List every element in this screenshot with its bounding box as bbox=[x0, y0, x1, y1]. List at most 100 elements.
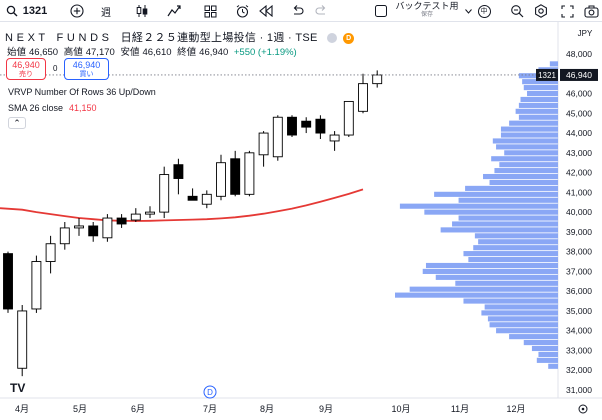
candle-body[interactable] bbox=[45, 243, 56, 262]
volume-profile-bar bbox=[463, 298, 558, 304]
axis-settings-icon[interactable] bbox=[578, 404, 588, 414]
tradingview-logo[interactable]: TV bbox=[10, 381, 25, 395]
volume-profile-bar bbox=[548, 363, 558, 369]
candle-body[interactable] bbox=[216, 162, 226, 197]
candle-body[interactable] bbox=[287, 116, 297, 136]
candle-body[interactable] bbox=[31, 261, 42, 310]
chevron-down-icon[interactable] bbox=[464, 0, 472, 22]
volume-profile-bar bbox=[487, 316, 558, 322]
layout-grid-icon[interactable] bbox=[200, 0, 220, 22]
price-tick-label: 38,000 bbox=[566, 247, 592, 257]
candle-body[interactable] bbox=[130, 213, 141, 221]
candle-body[interactable] bbox=[74, 225, 84, 229]
candle-body[interactable] bbox=[59, 227, 70, 245]
symbol-tag: 1321 bbox=[538, 71, 556, 80]
volume-profile-bar bbox=[491, 156, 558, 162]
sma-legend[interactable]: SMA 26 close 41,150 bbox=[8, 103, 97, 113]
symbol-tag-bg bbox=[536, 68, 558, 81]
flag-icon[interactable] bbox=[326, 33, 337, 44]
candle-body[interactable] bbox=[301, 120, 312, 128]
time-tick-label: 11月 bbox=[451, 404, 469, 414]
sell-button[interactable]: 46,940 売り bbox=[6, 58, 46, 80]
high-label: 高値 bbox=[63, 47, 83, 58]
volume-profile-bar bbox=[468, 256, 558, 263]
volume-profile-bar bbox=[500, 126, 558, 132]
volume-profile-bar bbox=[492, 138, 558, 144]
quick-search-icon[interactable] bbox=[508, 0, 526, 22]
mid-price-label: 中 bbox=[477, 4, 491, 18]
last-price-tag: 46,940 bbox=[566, 70, 592, 80]
alarm-clock-icon[interactable] bbox=[232, 0, 252, 22]
mid-price-button[interactable]: 中 bbox=[476, 0, 492, 22]
buy-button[interactable]: 46,940 買い bbox=[64, 58, 109, 80]
volume-profile-bar bbox=[455, 280, 558, 286]
volume-profile-bar bbox=[452, 221, 558, 227]
price-tick-label: 43,000 bbox=[566, 148, 592, 158]
interval-button[interactable]: 週 bbox=[101, 7, 111, 19]
undo-icon[interactable] bbox=[288, 0, 306, 22]
redo-icon[interactable] bbox=[312, 0, 330, 22]
volume-profile-bar bbox=[520, 96, 558, 103]
candle-body[interactable] bbox=[17, 310, 28, 369]
volume-profile-bar bbox=[500, 132, 558, 138]
volume-profile-bar bbox=[489, 322, 558, 328]
sma-line bbox=[0, 188, 364, 222]
candle-body[interactable] bbox=[159, 174, 170, 213]
price-tick-label: 44,000 bbox=[566, 128, 592, 138]
symbol-button[interactable]: 1321 bbox=[22, 5, 48, 17]
candle-body[interactable] bbox=[343, 100, 354, 136]
candle-body[interactable] bbox=[244, 152, 255, 195]
dividend-marker-icon[interactable] bbox=[203, 385, 217, 399]
axis-settings-icon-center bbox=[581, 407, 585, 411]
volume-profile-bar bbox=[531, 345, 558, 352]
low-value: 46,610 bbox=[142, 47, 172, 58]
indicators-icon[interactable] bbox=[164, 0, 186, 22]
candle-body[interactable] bbox=[173, 164, 184, 179]
candle-body[interactable] bbox=[258, 132, 269, 156]
volume-profile-bar bbox=[458, 215, 558, 221]
replay-icon[interactable] bbox=[256, 0, 276, 22]
volume-profile-bar bbox=[458, 197, 558, 203]
candle-body[interactable] bbox=[3, 253, 13, 310]
price-tick-label: 45,000 bbox=[566, 108, 592, 118]
candle-body[interactable] bbox=[315, 118, 326, 134]
candle-body[interactable] bbox=[145, 211, 155, 215]
volume-profile-bar bbox=[463, 251, 558, 257]
candle-type-icon[interactable] bbox=[132, 0, 152, 22]
layout-name-button[interactable]: バックテスト用 保存 bbox=[392, 0, 462, 22]
vrvp-legend[interactable]: VRVP Number Of Rows 36 Up/Down bbox=[8, 87, 156, 97]
compare-add-icon[interactable] bbox=[66, 0, 88, 22]
time-tick-label: 5月 bbox=[73, 404, 87, 414]
candle-body[interactable] bbox=[201, 193, 212, 205]
candle-body[interactable] bbox=[372, 74, 383, 85]
open-value: 46,650 bbox=[29, 47, 59, 58]
candle-body[interactable] bbox=[116, 217, 127, 225]
settings-gear-icon[interactable] bbox=[532, 0, 550, 22]
candle-body[interactable] bbox=[329, 134, 340, 142]
candle-body[interactable] bbox=[230, 158, 241, 195]
collapse-legend-button[interactable]: ⌃ bbox=[8, 117, 26, 129]
price-tick-label: 35,000 bbox=[566, 306, 592, 316]
candle-body[interactable] bbox=[187, 195, 198, 201]
candle-body[interactable] bbox=[272, 116, 283, 158]
time-tick-label: 6月 bbox=[131, 404, 145, 414]
price-tick-label: 48,000 bbox=[566, 49, 592, 59]
spread-value: 0 bbox=[53, 64, 58, 73]
price-tick-label: 32,000 bbox=[566, 365, 592, 375]
candle-body[interactable] bbox=[102, 217, 113, 239]
delayed-data-badge[interactable]: D bbox=[343, 32, 355, 44]
sma-value: 41,150 bbox=[69, 103, 97, 113]
volume-profile-bar bbox=[474, 233, 558, 239]
candle-body[interactable] bbox=[88, 225, 99, 237]
candle-body[interactable] bbox=[358, 83, 368, 112]
volume-profile-bar bbox=[538, 351, 558, 357]
volume-profile-bar bbox=[523, 85, 558, 91]
time-tick-label: 9月 bbox=[319, 404, 333, 414]
search-icon[interactable] bbox=[4, 0, 20, 22]
currency-label[interactable]: JPY bbox=[578, 29, 593, 38]
price-chart[interactable]: JPY48,00047,00046,00045,00044,00043,0004… bbox=[0, 22, 602, 420]
fullscreen-icon[interactable] bbox=[558, 0, 576, 22]
layout-checkbox-icon[interactable] bbox=[374, 0, 388, 22]
price-tick-label: 34,000 bbox=[566, 326, 592, 336]
camera-icon[interactable] bbox=[582, 0, 600, 22]
